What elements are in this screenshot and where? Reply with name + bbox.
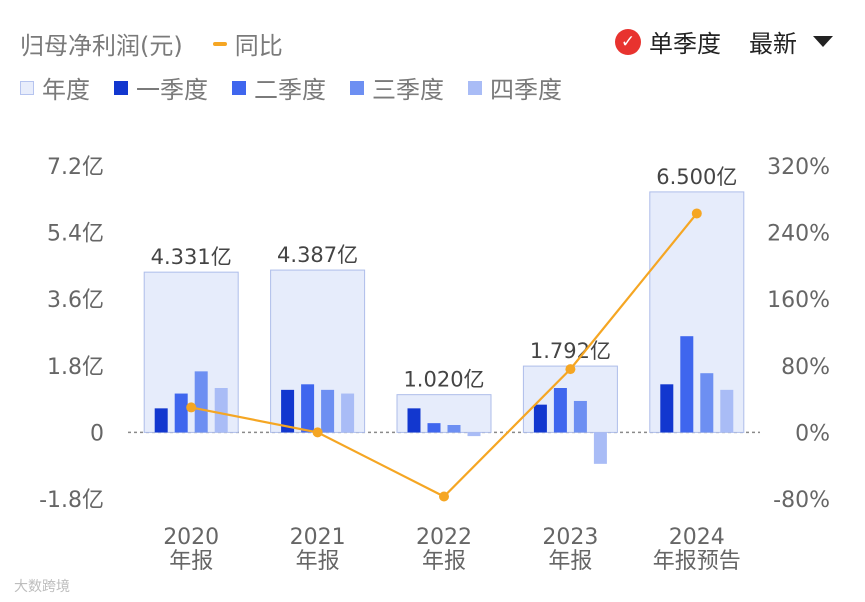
yoy-legend-label: 同比 (234, 32, 283, 60)
y-right-tick-label: 240% (767, 222, 830, 247)
quarter-bar-q3 (447, 425, 461, 433)
y-left-tick-label: -1.8亿 (39, 488, 104, 513)
legend-swatch-q4 (468, 80, 482, 95)
quarter-bar-q3 (321, 389, 335, 433)
header-controls: ✓ 单季度 最新 (615, 24, 833, 59)
quarter-bar-q2 (553, 388, 567, 433)
yoy-legend-marker (212, 41, 227, 46)
quarter-bar-q1 (660, 384, 674, 433)
y-left-tick-label: 3.6亿 (47, 288, 104, 313)
x-tick-sublabel: 年报 (169, 549, 213, 574)
x-tick-sublabel: 年报预告 (653, 549, 741, 574)
yoy-point (691, 208, 702, 219)
x-tick-sublabel: 年报 (296, 549, 340, 574)
x-tick-sublabel: 年报 (548, 549, 592, 574)
y-right-tick-label: 80% (781, 355, 830, 380)
y-right-tick-label: 320% (767, 155, 830, 180)
quarter-bar-q3 (700, 373, 714, 433)
quarter-bar-q3 (194, 371, 208, 433)
chart-title: 归母净利润(元) (20, 32, 183, 60)
quarter-bar-q4 (214, 388, 228, 433)
x-tick-label: 2020 (163, 525, 219, 550)
legend: 年度 一季度 二季度 三季度 四季度 (20, 70, 586, 105)
yoy-point (565, 364, 576, 375)
quarter-bar-q2 (174, 393, 188, 433)
quarter-bar-q2 (680, 336, 694, 433)
quarter-bar-q4 (593, 432, 607, 464)
legend-swatch-q1 (114, 80, 128, 95)
quarter-bar-q1 (281, 389, 295, 433)
y-right-tick-label: 0% (795, 421, 830, 446)
quarter-bar-q3 (573, 400, 587, 433)
legend-label-q1: 一季度 (136, 76, 208, 104)
x-tick-label: 2023 (542, 525, 598, 550)
y-right-tick-label: 160% (767, 288, 830, 313)
period-select[interactable]: 最新 (749, 30, 797, 58)
y-left-tick-label: 7.2亿 (47, 155, 104, 180)
y-right-tick-label: -80% (773, 488, 830, 513)
chart-header: 归母净利润(元) 同比 (20, 26, 283, 61)
watermark: 大数跨境 (14, 579, 70, 595)
annual-value-label: 4.331亿 (151, 245, 232, 269)
yoy-point (186, 402, 197, 413)
annual-value-label: 6.500亿 (656, 165, 737, 189)
legend-swatch-q2 (232, 80, 246, 95)
y-left-tick-label: 1.8亿 (47, 355, 104, 380)
check-icon[interactable]: ✓ (615, 28, 641, 55)
quarter-bar-q4 (341, 393, 355, 433)
yoy-point (312, 427, 323, 438)
legend-label-q2: 二季度 (254, 76, 326, 104)
yoy-line (190, 212, 698, 498)
yoy-point (439, 491, 449, 502)
legend-item-q1[interactable]: 一季度 (114, 70, 208, 105)
legend-item-year[interactable]: 年度 (20, 70, 90, 105)
quarter-bar-q1 (533, 404, 547, 433)
x-tick-sublabel: 年报 (422, 549, 466, 574)
annual-value-label: 4.387亿 (277, 243, 358, 267)
quarter-bar-q1 (407, 408, 421, 433)
annual-value-label: 1.020亿 (403, 368, 484, 392)
x-tick-label: 2024 (669, 525, 725, 550)
legend-item-q2[interactable]: 二季度 (232, 70, 326, 105)
quarter-bar-q2 (427, 423, 441, 433)
legend-label-q4: 四季度 (490, 76, 562, 104)
x-tick-label: 2022 (416, 525, 472, 550)
legend-item-q4[interactable]: 四季度 (468, 70, 562, 105)
quarter-bar-q4 (720, 389, 734, 433)
x-tick-label: 2021 (290, 525, 346, 550)
quarter-bar-q2 (301, 384, 315, 433)
legend-swatch-year (20, 80, 34, 95)
legend-item-q3[interactable]: 三季度 (350, 70, 444, 105)
legend-label-year: 年度 (42, 76, 90, 104)
annual-value-label: 1.792亿 (530, 339, 611, 363)
y-left-tick-label: 0 (90, 421, 104, 446)
single-quarter-toggle[interactable]: 单季度 (649, 30, 721, 58)
chevron-down-icon[interactable] (813, 36, 833, 47)
quarter-bar-q1 (154, 408, 168, 433)
quarter-bar-q4 (467, 432, 481, 437)
legend-swatch-q3 (350, 80, 364, 95)
legend-label-q3: 三季度 (372, 76, 444, 104)
y-left-tick-label: 5.4亿 (47, 222, 104, 247)
